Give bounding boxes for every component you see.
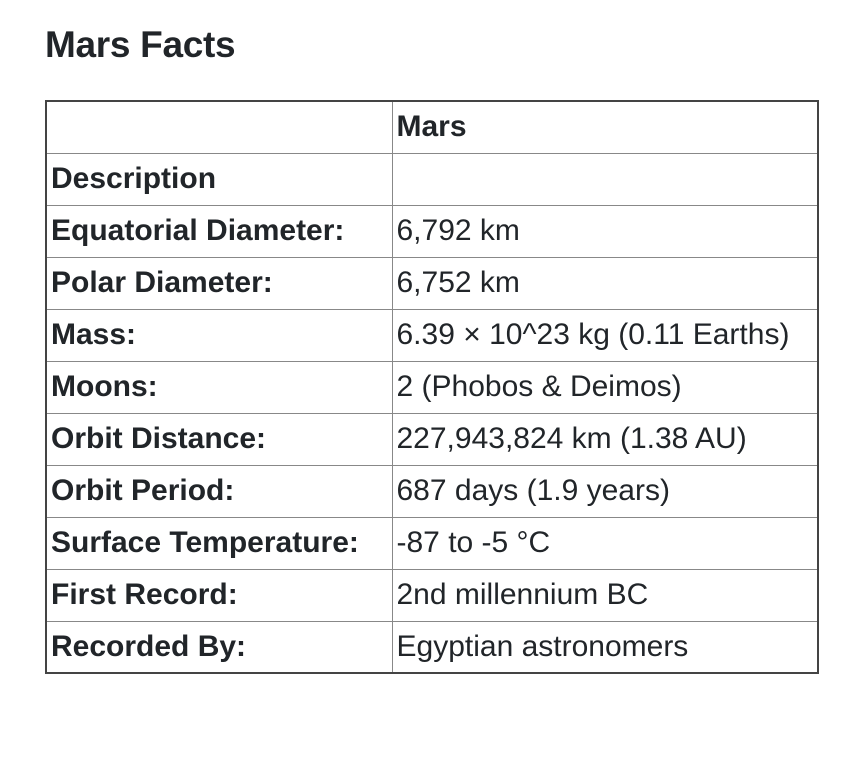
table-row: Description — [45, 152, 819, 206]
row-label-description: Description — [45, 152, 393, 206]
table-row: Surface Temperature: -87 to -5 °C — [45, 516, 819, 570]
page-title: Mars Facts — [45, 24, 236, 65]
row-value-orbit-period: 687 days (1.9 years) — [391, 464, 819, 518]
row-value-polar-diameter: 6,752 km — [391, 256, 819, 310]
row-label-moons: Moons: — [45, 360, 393, 414]
row-value-recorded-by: Egyptian astronomers — [391, 620, 819, 674]
table-row: Polar Diameter: 6,752 km — [45, 256, 819, 310]
table-row: Orbit Period: 687 days (1.9 years) — [45, 464, 819, 518]
row-value-moons: 2 (Phobos & Deimos) — [391, 360, 819, 414]
row-value-first-record: 2nd millennium BC — [391, 568, 819, 622]
row-label-orbit-period: Orbit Period: — [45, 464, 393, 518]
table-row: Equatorial Diameter: 6,792 km — [45, 204, 819, 258]
row-label-first-record: First Record: — [45, 568, 393, 622]
table-row: Moons: 2 (Phobos & Deimos) — [45, 360, 819, 414]
table-row: First Record: 2nd millennium BC — [45, 568, 819, 622]
row-label-mass: Mass: — [45, 308, 393, 362]
table-row: Orbit Distance: 227,943,824 km (1.38 AU) — [45, 412, 819, 466]
table-row: Recorded By: Egyptian astronomers — [45, 620, 819, 674]
row-value-orbit-distance: 227,943,824 km (1.38 AU) — [391, 412, 819, 466]
table-row: Mass: 6.39 × 10^23 kg (0.11 Earths) — [45, 308, 819, 362]
row-value-equatorial-diameter: 6,792 km — [391, 204, 819, 258]
row-label-orbit-distance: Orbit Distance: — [45, 412, 393, 466]
table-header-mars: Mars — [391, 100, 819, 154]
row-label-polar-diameter: Polar Diameter: — [45, 256, 393, 310]
mars-facts-table: Mars Description Equatorial Diameter: 6,… — [45, 100, 819, 674]
row-label-recorded-by: Recorded By: — [45, 620, 393, 674]
row-value-surface-temperature: -87 to -5 °C — [391, 516, 819, 570]
table-header-row: Mars — [45, 100, 819, 154]
row-label-equatorial-diameter: Equatorial Diameter: — [45, 204, 393, 258]
row-value-description — [391, 152, 819, 206]
row-value-mass: 6.39 × 10^23 kg (0.11 Earths) — [391, 308, 819, 362]
table-header-empty — [45, 100, 393, 154]
row-label-surface-temperature: Surface Temperature: — [45, 516, 393, 570]
